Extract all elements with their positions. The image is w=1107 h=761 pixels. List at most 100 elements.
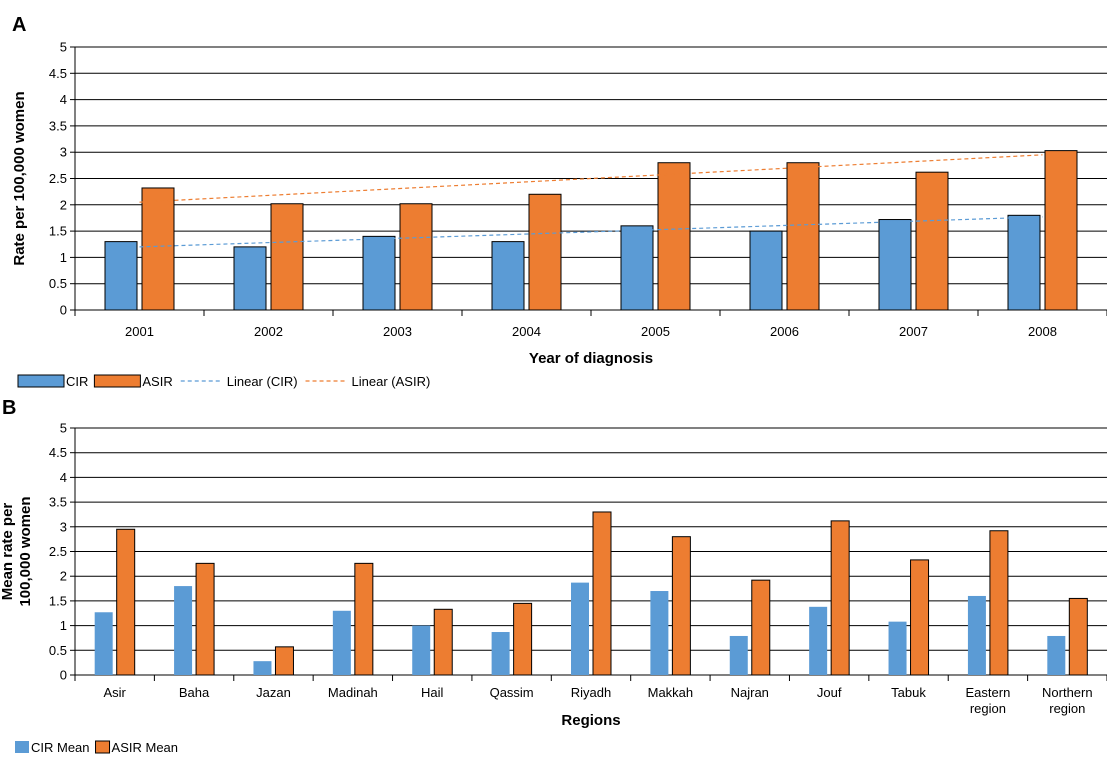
x-tick-label: Hail xyxy=(421,685,444,700)
y-tick-label: 5 xyxy=(60,40,67,55)
panel-label: A xyxy=(12,14,26,36)
x-tick-label: 2002 xyxy=(254,324,283,339)
y-tick-label: 2.5 xyxy=(49,171,67,186)
y-tick-label: 5 xyxy=(60,421,67,436)
bar-asir xyxy=(141,187,175,311)
bar-cir xyxy=(749,230,783,311)
x-tick-label: Madinah xyxy=(328,685,378,700)
x-tick-label: Tabuk xyxy=(891,685,926,700)
y-tick-label: 4 xyxy=(60,92,67,107)
bar-cir xyxy=(620,225,654,311)
bar-cir-mean xyxy=(650,591,669,675)
x-tick-label: 2004 xyxy=(512,324,541,339)
bar-asir xyxy=(528,193,562,311)
bar-asir xyxy=(270,203,304,311)
legend-swatch-asir xyxy=(93,374,141,388)
bar-asir xyxy=(786,162,820,311)
y-tick-label: 0 xyxy=(60,668,67,683)
x-tick-label: Makkah xyxy=(648,685,694,700)
y-tick-label: 4 xyxy=(60,470,67,485)
bar-cir xyxy=(878,219,912,311)
legend-label: Linear (CIR) xyxy=(227,374,298,389)
bar-cir-mean xyxy=(571,582,589,675)
y-tick-label: 1.5 xyxy=(49,593,67,608)
legend-label: Linear (ASIR) xyxy=(352,374,431,389)
bar-cir xyxy=(1007,214,1041,311)
y-tick-label: 4.5 xyxy=(49,66,67,81)
legend: CIR Mean ASIR Mean xyxy=(15,740,178,755)
x-tick-label: 2006 xyxy=(770,324,799,339)
y-tick-label: 0.5 xyxy=(49,643,67,658)
bar-cir-mean xyxy=(491,632,510,675)
y-axis-title: Rate per 100,000 women xyxy=(11,91,28,265)
bar-cir-mean xyxy=(94,612,113,675)
y-axis-title: Mean rate per100,000 women xyxy=(0,496,34,606)
bar-asir-mean xyxy=(751,579,771,676)
panel-label: B xyxy=(2,397,16,419)
legend-label: ASIR xyxy=(142,374,172,389)
legend-label: CIR Mean xyxy=(31,740,90,755)
bar-asir xyxy=(1044,150,1078,311)
bar-cir xyxy=(104,241,138,311)
x-tick-label: Asir xyxy=(103,685,126,700)
bar-asir-mean xyxy=(354,562,374,676)
bar-cir-mean xyxy=(809,606,828,675)
bar-asir xyxy=(399,203,433,311)
bar-asir xyxy=(657,162,691,311)
y-tick-label: 0.5 xyxy=(49,276,67,291)
x-tick-label: Jouf xyxy=(817,685,842,700)
y-tick-label: 4.5 xyxy=(49,445,67,460)
x-tick-label: 2007 xyxy=(899,324,928,339)
bar-asir-mean xyxy=(1068,597,1088,676)
legend-swatch-cir-mean xyxy=(15,741,29,753)
y-tick-label: 2 xyxy=(60,569,67,584)
bar-cir xyxy=(491,241,525,311)
x-tick-label: Riyadh xyxy=(571,685,611,700)
bar-cir-mean xyxy=(332,610,351,675)
y-tick-label: 3.5 xyxy=(49,495,67,510)
x-tick-label: Najran xyxy=(731,685,769,700)
trendline-linear-cir xyxy=(139,216,1043,248)
bar-asir-mean xyxy=(433,608,453,676)
bar-asir-mean xyxy=(830,520,850,676)
bar-asir-mean xyxy=(195,562,215,676)
bar-asir-mean xyxy=(116,528,136,676)
x-tick-label: Jazan xyxy=(256,685,291,700)
bar-cir-mean xyxy=(888,621,907,675)
x-tick-label: Northern region xyxy=(1042,685,1093,716)
y-tick-label: 2 xyxy=(60,197,67,212)
y-tick-label: 3 xyxy=(60,519,67,534)
bar-asir xyxy=(915,171,949,311)
y-tick-label: 1 xyxy=(60,618,67,633)
bar-asir-mean xyxy=(989,530,1009,676)
bar-asir-mean xyxy=(910,559,930,676)
x-axis-title: Regions xyxy=(561,712,620,729)
x-tick-label: Qassim xyxy=(490,685,534,700)
y-tick-label: 0 xyxy=(60,303,67,318)
x-tick-label: 2003 xyxy=(383,324,412,339)
bar-asir-mean xyxy=(274,646,294,676)
x-axis-title: Year of diagnosis xyxy=(529,350,653,367)
x-tick-label: Baha xyxy=(179,685,210,700)
bar-asir-mean xyxy=(513,602,533,676)
bar-cir-mean xyxy=(729,635,748,675)
bar-cir xyxy=(233,246,267,311)
legend-swatch-cir xyxy=(17,374,65,388)
x-tick-label: 2005 xyxy=(641,324,670,339)
legend: CIR ASIR Linear (CIR) Linear (ASIR) xyxy=(17,374,431,389)
y-tick-label: 2.5 xyxy=(49,544,67,559)
bar-cir xyxy=(362,235,396,311)
bar-asir-mean xyxy=(592,511,612,676)
x-tick-label: 2001 xyxy=(125,324,154,339)
y-tick-label: 1.5 xyxy=(49,224,67,239)
legend-label: ASIR Mean xyxy=(112,740,178,755)
trendline-linear-asir xyxy=(139,154,1043,203)
x-tick-label: Eastern region xyxy=(966,685,1011,716)
x-tick-label: 2008 xyxy=(1028,324,1057,339)
bar-cir-mean xyxy=(1047,635,1066,675)
legend-swatch-asir-mean xyxy=(95,740,111,754)
y-tick-label: 3.5 xyxy=(49,118,67,133)
chart-panel-a: A 0 0.5 1 1.5 2 2.5 3 3.5 4 4.5 5 2001 2002 2003 2004 20… xyxy=(11,14,1107,389)
y-tick-label: 1 xyxy=(60,250,67,265)
